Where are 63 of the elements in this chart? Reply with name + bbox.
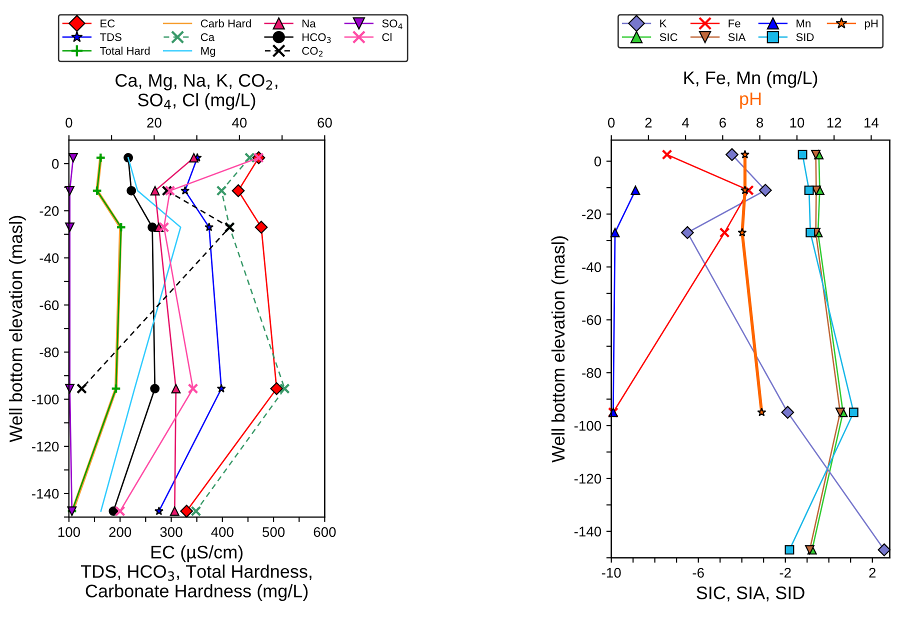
y-tick-label: -20 bbox=[40, 206, 59, 216]
x-tick-label: 2 bbox=[869, 568, 876, 578]
legend-label: TDS bbox=[100, 33, 122, 42]
y-tick-label: -60 bbox=[582, 315, 602, 325]
text: Ca, Mg, Na, K, CO$_{2}$, SO$_{4}$, Cl (mg/L) bbox=[116, 74, 278, 110]
y-tick-label: -60 bbox=[40, 300, 59, 310]
x-tick-label: 200 bbox=[109, 527, 132, 537]
y-tick-label: -120 bbox=[574, 474, 602, 484]
y-tick-label: -140 bbox=[32, 488, 59, 499]
x2-tick-label: 14 bbox=[864, 118, 879, 128]
x2-tick-label: 60 bbox=[318, 118, 332, 128]
y-tick-label: -100 bbox=[574, 420, 602, 431]
x2-tick-label: 10 bbox=[790, 118, 804, 128]
text: pH bbox=[740, 92, 761, 109]
legend-label: pH bbox=[864, 20, 878, 30]
legend-label: Mn bbox=[796, 20, 810, 28]
legend-label: SO$_{4}$ bbox=[382, 20, 402, 30]
legend-label: CO$_{2}$ bbox=[302, 46, 323, 56]
legend-label: Carb Hard bbox=[200, 19, 251, 28]
x2-tick-label: 6 bbox=[720, 118, 726, 128]
y-tick-label: -40 bbox=[582, 262, 602, 272]
y-tick-label: -100 bbox=[32, 394, 59, 404]
x2-tick-label: 2 bbox=[645, 118, 652, 128]
x-axis-title: SIC, SIA, SID bbox=[696, 586, 804, 602]
legend-label: SIC bbox=[660, 33, 678, 42]
legend-label: Fe bbox=[728, 20, 740, 28]
y-tick-label: -80 bbox=[582, 368, 602, 378]
legend-label: HCO$_{3}$ bbox=[302, 33, 331, 43]
x-tick-label: -10 bbox=[602, 568, 621, 578]
x2-tick-label: 12 bbox=[827, 118, 842, 128]
y-tick-label: -120 bbox=[32, 442, 59, 452]
x2-tick-label: 20 bbox=[147, 118, 162, 128]
x2-tick-label: 40 bbox=[232, 118, 247, 128]
y-tick-label: -140 bbox=[574, 526, 602, 536]
x-tick-label: 400 bbox=[211, 527, 234, 537]
y-tick-label: 0 bbox=[594, 156, 602, 166]
x-tick-label: 300 bbox=[160, 527, 182, 537]
y-tick-label: -20 bbox=[582, 209, 602, 220]
legend-label: K bbox=[660, 20, 667, 28]
x-tick-label: -2 bbox=[780, 568, 791, 578]
y-axis-title: Well bottom elevation (masl) bbox=[551, 236, 568, 463]
x-tick-label: 600 bbox=[314, 527, 336, 537]
y-tick-label: -40 bbox=[40, 253, 59, 264]
y-tick-label: 0 bbox=[52, 158, 59, 169]
x2-tick-label: 0 bbox=[608, 118, 615, 128]
legend-label: EC bbox=[100, 20, 115, 28]
legend-label: SIA bbox=[728, 33, 746, 42]
y-tick-label: -80 bbox=[40, 347, 59, 358]
x-tick-label: 100 bbox=[58, 527, 80, 537]
x2-axis-title: K, Fe, Mn (mg/L) bbox=[684, 70, 818, 88]
legend-label: SID bbox=[796, 33, 814, 42]
y-axis-title: Well bottom elevation (masl) bbox=[9, 216, 26, 442]
legend-label: Total Hard bbox=[100, 46, 150, 55]
legend-label: Cl bbox=[382, 32, 392, 42]
legend-label: Mg bbox=[201, 47, 216, 57]
x2-tick-label: 4 bbox=[682, 118, 690, 128]
x2-tick-label: 8 bbox=[756, 118, 764, 128]
legend-label: Ca bbox=[200, 33, 215, 42]
x-axis-title: EC (µS/cm) TDS, HCO$_{3}$, Total Hardness, Carbonate Hardness (mg/L) bbox=[80, 545, 312, 601]
x2-tick-label: 0 bbox=[66, 118, 72, 128]
legend-label: Na bbox=[302, 20, 316, 28]
x-tick-label: -6 bbox=[692, 568, 704, 578]
x-tick-label: 500 bbox=[262, 527, 285, 537]
